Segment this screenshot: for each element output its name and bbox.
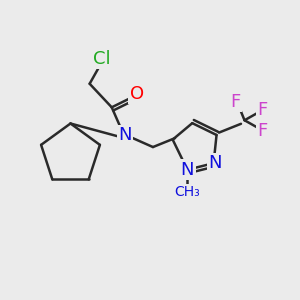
Text: CH₃: CH₃: [175, 185, 200, 199]
Text: Cl: Cl: [93, 50, 110, 68]
Text: F: F: [258, 101, 268, 119]
Text: F: F: [231, 93, 241, 111]
Text: O: O: [130, 85, 144, 103]
Text: F: F: [258, 122, 268, 140]
Text: N: N: [181, 161, 194, 179]
Text: N: N: [208, 154, 222, 172]
Text: N: N: [118, 126, 132, 144]
